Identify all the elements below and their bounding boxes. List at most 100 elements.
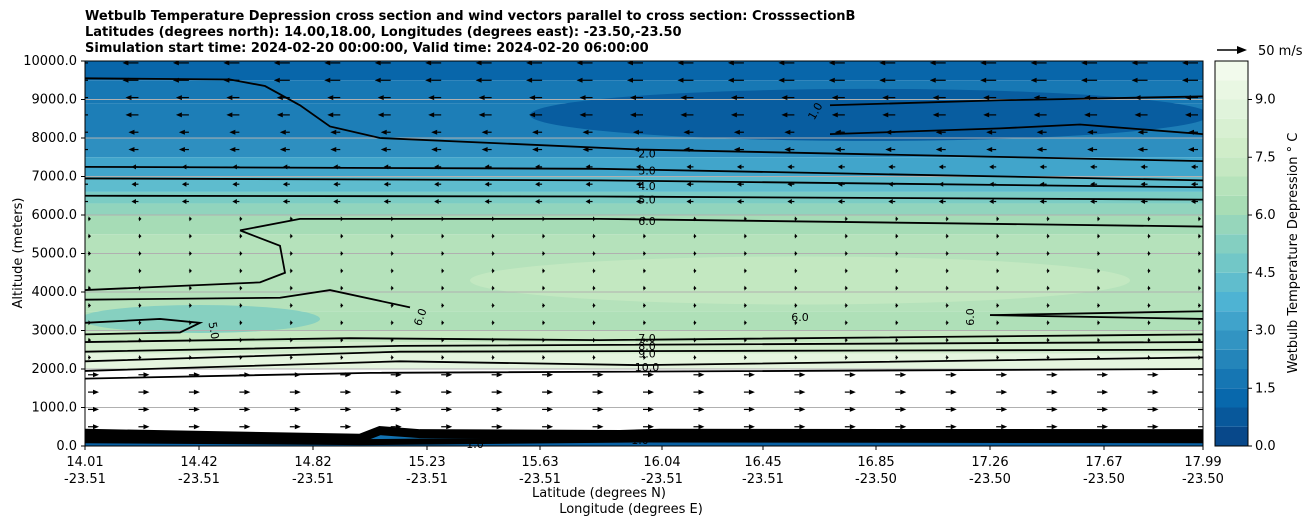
- wind-vector-head: [744, 268, 747, 274]
- wind-vector-head: [845, 302, 848, 308]
- wind-vector-head: [593, 216, 596, 222]
- wind-vector-head: [1081, 77, 1088, 83]
- colorbar-segment-6: [1215, 311, 1248, 331]
- wind-vector-head: [582, 129, 589, 135]
- wind-vector-head: [172, 77, 179, 83]
- wind-vector-head: [636, 181, 641, 187]
- wind-vector-head: [492, 216, 495, 222]
- wind-vector-head: [441, 268, 445, 274]
- wind-vector-head: [383, 199, 389, 205]
- wind-vector-head: [996, 285, 1000, 291]
- wind-vector-head: [744, 354, 747, 360]
- colorbar-tick-label-5: 7.5: [1255, 150, 1276, 165]
- contour-surface-band-lower: [85, 436, 1203, 446]
- y-tick-label-5: 5000.0: [32, 247, 78, 262]
- wind-vector-head: [946, 285, 949, 291]
- wind-vector-head: [395, 424, 402, 430]
- wind-vector-head: [1140, 199, 1146, 205]
- wind-vector-head: [585, 181, 591, 187]
- wind-vector-head: [748, 389, 755, 395]
- wind-vector-head: [882, 95, 889, 101]
- wind-vector-head: [733, 147, 740, 153]
- wind-vector-head: [1134, 95, 1141, 101]
- wind-vector-head: [172, 61, 179, 66]
- wind-vector-head: [496, 424, 503, 430]
- wind-vector-head: [193, 424, 200, 430]
- wind-vector-head: [831, 95, 838, 101]
- wind-vector-head: [744, 251, 747, 256]
- wind-vector-head: [882, 112, 889, 118]
- field-moist-core-upper: [530, 88, 1203, 141]
- x-tick-label-lat-8: 17.26: [971, 455, 1008, 470]
- wind-vector-head: [593, 337, 596, 343]
- wind-vector-head: [428, 95, 435, 101]
- contour-line-13: [85, 341, 1203, 353]
- wind-vector-head: [340, 320, 344, 326]
- wind-reference-label: 50 m/s: [1258, 44, 1303, 59]
- wind-vector-head: [189, 337, 192, 343]
- wind-vector-head: [340, 268, 344, 274]
- wind-vector-head: [273, 61, 280, 66]
- wind-vector-head: [1102, 372, 1109, 378]
- contour-label-15: 10.0: [628, 428, 653, 441]
- wind-vector-head: [189, 285, 192, 291]
- wind-vector-head: [143, 424, 150, 430]
- wind-vector-head: [391, 216, 394, 222]
- wind-vector-head: [1047, 251, 1050, 256]
- wind-vector-head: [1087, 129, 1094, 135]
- contour-line-12: [85, 333, 1203, 343]
- wind-vector-head: [849, 424, 856, 430]
- wind-vector-head: [1047, 285, 1050, 291]
- wind-vector-head: [282, 181, 288, 187]
- wind-vector-head: [845, 268, 848, 274]
- wind-vector-head: [849, 372, 856, 378]
- wind-vector-head: [630, 112, 636, 118]
- wind-vector-head: [693, 285, 697, 291]
- contour-line-6: [239, 217, 1203, 232]
- contour-line-4: [85, 177, 1203, 189]
- wind-vector-head: [143, 406, 150, 412]
- wind-vector-head: [778, 61, 785, 66]
- wind-vector-head: [333, 181, 338, 187]
- wind-vector-head: [1148, 302, 1151, 308]
- wind-vector-head: [542, 337, 546, 343]
- contour-surface-band-upper: [85, 426, 1203, 443]
- wind-vector-head: [441, 354, 445, 360]
- wind-vector-head: [996, 268, 1000, 274]
- wind-vector-head: [643, 320, 646, 326]
- wind-vector-head: [526, 77, 533, 83]
- wind-vector-head: [683, 129, 690, 135]
- wind-vector-head: [484, 181, 490, 187]
- wind-vector-head: [324, 77, 331, 83]
- wind-vector-head: [122, 77, 129, 83]
- wind-vector-head: [593, 354, 596, 360]
- contour-line-5: [85, 194, 1203, 201]
- wind-vector-head: [143, 372, 150, 378]
- wind-vector-head: [181, 164, 187, 170]
- wind-vector-head: [125, 112, 132, 118]
- wind-reference-key: 50 m/s: [1217, 44, 1303, 59]
- wind-vector-head: [1090, 181, 1095, 187]
- wind-vector-head: [345, 406, 352, 412]
- wind-vector-head: [597, 389, 604, 395]
- contour-line-16: [85, 368, 1203, 380]
- wind-vector-head: [138, 320, 142, 326]
- colorbar-segment-14: [1215, 157, 1248, 177]
- wind-vector-head: [189, 302, 192, 308]
- wind-vector-head: [131, 181, 136, 187]
- wind-vector-head: [648, 406, 654, 412]
- wind-vector-head: [885, 147, 892, 153]
- wind-vector-head: [93, 406, 99, 412]
- wind-vector-head: [794, 354, 798, 360]
- wind-vector-head: [784, 129, 791, 135]
- wind-vector-head: [736, 199, 742, 205]
- wind-vector-head: [593, 268, 596, 274]
- y-tick-label-3: 3000.0: [32, 324, 78, 339]
- contour-label-8: 6.0: [964, 308, 977, 326]
- wind-vector-head: [547, 389, 554, 395]
- wind-vector-head: [1203, 390, 1209, 395]
- wind-vector-head: [88, 337, 91, 343]
- wind-vector-head: [340, 285, 344, 291]
- wind-vector-head: [330, 129, 337, 135]
- wind-vector-head: [1033, 95, 1040, 101]
